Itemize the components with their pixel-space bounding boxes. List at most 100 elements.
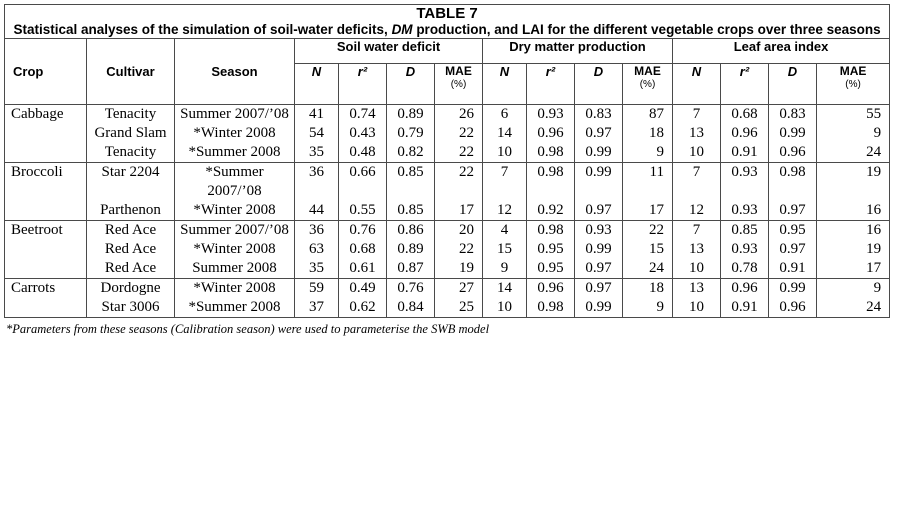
season-cell: *Summer 2007/’08 bbox=[174, 162, 295, 201]
swd-value-cell: 0.82 bbox=[386, 143, 435, 163]
swd-value-cell: 0.87 bbox=[386, 259, 435, 279]
cultivar-cell: Red Ace bbox=[86, 259, 175, 279]
dm-value-cell: 17 bbox=[622, 201, 673, 221]
dm-value-cell: 7 bbox=[482, 162, 527, 201]
lai-value-cell: 0.91 bbox=[720, 298, 769, 318]
dm-value-cell: 9 bbox=[622, 298, 673, 318]
lai-value-cell: 0.83 bbox=[768, 104, 817, 124]
swd-value-cell: 0.43 bbox=[338, 124, 387, 143]
header-swd-mae: MAE (%) bbox=[434, 63, 483, 105]
header-lai-n: N bbox=[672, 63, 721, 105]
table-title-cell: TABLE 7 Statistical analyses of the simu… bbox=[3, 4, 891, 39]
dm-value-cell: 6 bbox=[482, 104, 527, 124]
table-footnote: *Parameters from these seasons (Calibrat… bbox=[6, 322, 490, 336]
dm-value-cell: 0.97 bbox=[574, 124, 623, 143]
swd-value-cell: 0.74 bbox=[338, 104, 387, 124]
swd-value-cell: 36 bbox=[294, 220, 339, 240]
swd-value-cell: 44 bbox=[294, 201, 339, 221]
header-season: Season bbox=[174, 38, 295, 105]
cultivar-cell: Red Ace bbox=[86, 240, 175, 259]
lai-value-cell: 0.95 bbox=[768, 220, 817, 240]
lai-value-cell: 0.96 bbox=[720, 278, 769, 298]
lai-value-cell: 7 bbox=[672, 220, 721, 240]
swd-value-cell: 0.76 bbox=[338, 220, 387, 240]
swd-value-cell: 0.84 bbox=[386, 298, 435, 318]
crop-cell bbox=[4, 124, 87, 143]
lai-value-cell: 7 bbox=[672, 104, 721, 124]
lai-value-cell: 19 bbox=[815, 162, 891, 201]
swd-value-cell: 59 bbox=[294, 278, 339, 298]
swd-value-cell: 27 bbox=[434, 278, 483, 298]
cultivar-cell: Grand Slam bbox=[86, 124, 175, 143]
lai-value-cell: 0.98 bbox=[768, 162, 817, 201]
table-container: TABLE 7 Statistical analyses of the simu… bbox=[3, 4, 891, 337]
crop-cell bbox=[4, 201, 87, 221]
dm-value-cell: 24 bbox=[622, 259, 673, 279]
swd-value-cell: 26 bbox=[434, 104, 483, 124]
lai-value-cell: 0.85 bbox=[720, 220, 769, 240]
table-row: Broccoli Star 2204 *Summer 2007/’08 36 0.66 0… bbox=[4, 162, 891, 201]
crop-cell: Cabbage bbox=[4, 104, 87, 124]
swd-value-cell: 0.89 bbox=[386, 104, 435, 124]
table-number: TABLE 7 bbox=[416, 5, 478, 22]
swd-value-cell: 41 bbox=[294, 104, 339, 124]
lai-value-cell: 55 bbox=[815, 104, 891, 124]
lai-value-cell: 0.91 bbox=[720, 143, 769, 163]
dm-value-cell: 0.93 bbox=[574, 220, 623, 240]
swd-value-cell: 0.55 bbox=[338, 201, 387, 221]
season-cell: Summer 2008 bbox=[174, 259, 295, 279]
lai-value-cell: 13 bbox=[672, 240, 721, 259]
lai-value-cell: 0.68 bbox=[720, 104, 769, 124]
lai-value-cell: 10 bbox=[672, 259, 721, 279]
swd-value-cell: 0.85 bbox=[386, 201, 435, 221]
table-row: Cabbage Tenacity Summer 2007/’08 41 0.74 0.89… bbox=[4, 104, 891, 124]
season-cell: *Winter 2008 bbox=[174, 240, 295, 259]
cultivar-cell: Tenacity bbox=[86, 104, 175, 124]
table-row: Red Ace Summer 2008 35 0.61 0.87 19 9 0.95 0.97 2… bbox=[4, 259, 891, 279]
dm-value-cell: 0.95 bbox=[526, 259, 575, 279]
header-soil-water-deficit: Soil water deficit bbox=[294, 38, 483, 64]
header-cultivar: Cultivar bbox=[86, 38, 175, 105]
season-cell: *Summer 2008 bbox=[174, 143, 295, 163]
dm-value-cell: 0.99 bbox=[574, 143, 623, 163]
header-lai-r2: r² bbox=[720, 63, 769, 105]
lai-value-cell: 13 bbox=[672, 278, 721, 298]
dm-value-cell: 9 bbox=[482, 259, 527, 279]
lai-value-cell: 16 bbox=[815, 201, 891, 221]
lai-value-cell: 19 bbox=[815, 240, 891, 259]
header-leaf-area-index: Leaf area index bbox=[671, 38, 891, 64]
dm-value-cell: 0.97 bbox=[574, 259, 623, 279]
header-dm-mae: MAE (%) bbox=[622, 63, 673, 105]
table-row: Red Ace *Winter 2008 63 0.68 0.89 22 15 0.95 0.9… bbox=[4, 240, 891, 259]
swd-value-cell: 0.62 bbox=[338, 298, 387, 318]
dm-value-cell: 12 bbox=[482, 201, 527, 221]
lai-value-cell: 0.93 bbox=[720, 240, 769, 259]
dm-value-cell: 10 bbox=[482, 143, 527, 163]
lai-value-cell: 10 bbox=[672, 143, 721, 163]
dm-value-cell: 0.93 bbox=[526, 104, 575, 124]
lai-value-cell: 17 bbox=[815, 259, 891, 279]
lai-value-cell: 0.93 bbox=[720, 201, 769, 221]
lai-value-cell: 0.93 bbox=[720, 162, 769, 201]
dm-value-cell: 22 bbox=[622, 220, 673, 240]
header-crop: Crop bbox=[4, 38, 87, 105]
header-swd-d: D bbox=[386, 63, 435, 105]
lai-value-cell: 24 bbox=[815, 143, 891, 163]
dm-value-cell: 0.99 bbox=[574, 298, 623, 318]
dm-value-cell: 14 bbox=[482, 124, 527, 143]
dm-value-cell: 14 bbox=[482, 278, 527, 298]
swd-value-cell: 0.48 bbox=[338, 143, 387, 163]
cultivar-cell: Star 3006 bbox=[86, 298, 175, 318]
season-cell: Summer 2007/’08 bbox=[174, 104, 295, 124]
crop-cell bbox=[4, 259, 87, 279]
crop-cell: Beetroot bbox=[4, 220, 87, 240]
dm-value-cell: 10 bbox=[482, 298, 527, 318]
lai-value-cell: 9 bbox=[815, 278, 891, 298]
swd-value-cell: 0.68 bbox=[338, 240, 387, 259]
dm-value-cell: 0.98 bbox=[526, 298, 575, 318]
table-body: Cabbage Tenacity Summer 2007/’08 41 0.74 0.89… bbox=[4, 104, 891, 318]
table-row: Beetroot Red Ace Summer 2007/’08 36 0.76 0.86… bbox=[4, 220, 891, 240]
cultivar-cell: Tenacity bbox=[86, 143, 175, 163]
dm-value-cell: 0.99 bbox=[574, 240, 623, 259]
swd-value-cell: 36 bbox=[294, 162, 339, 201]
